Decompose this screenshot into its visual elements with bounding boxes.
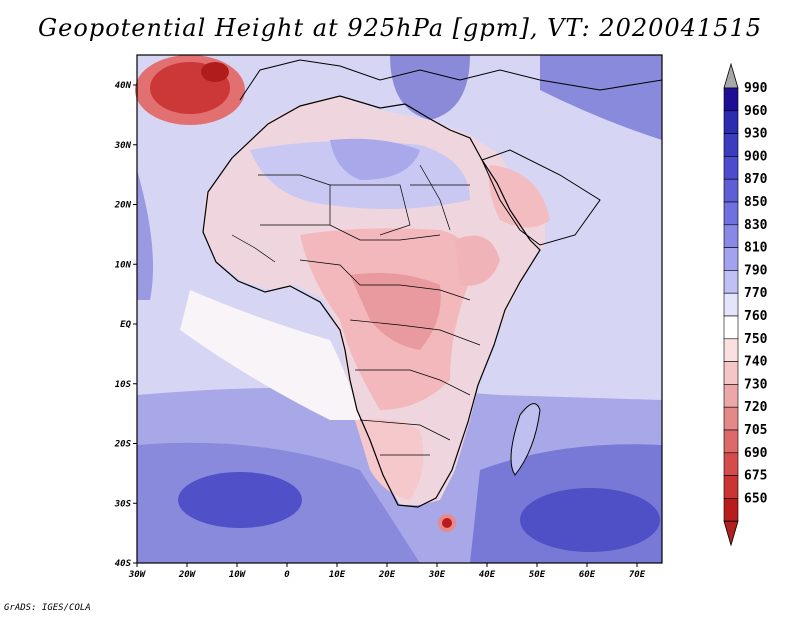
- colorbar-swatch: [723, 270, 739, 294]
- lat-tick-label: 20N: [114, 201, 132, 211]
- southern-africa-pink: [355, 418, 424, 500]
- colorbar-swatch: [723, 452, 739, 476]
- colorbar-swatch: [723, 247, 739, 271]
- madagascar: [510, 403, 541, 476]
- colorbar-level-label: 650: [744, 491, 768, 506]
- colorbar-level-label: 870: [744, 172, 768, 187]
- africa-coastline: [202, 95, 541, 508]
- lat-tick-label: 40N: [115, 81, 132, 91]
- colorbar-swatch: [723, 429, 739, 454]
- lon-tick-label: 40E: [479, 570, 496, 580]
- mediterranean-band: [390, 55, 470, 120]
- colorbar-swatch: [723, 201, 739, 226]
- colorbar-top-arrow: [723, 62, 739, 89]
- colorbar-swatch: [723, 406, 739, 431]
- lon-tick-label: 70E: [629, 570, 646, 580]
- map-frame: [136, 54, 663, 564]
- colorbar-level-label: 770: [744, 286, 768, 301]
- colorbar-swatch: [723, 224, 739, 248]
- atlantic-low-center: [178, 472, 302, 528]
- central-africa-core: [350, 272, 441, 350]
- colorbar-level-label: 760: [744, 309, 768, 324]
- colorbar-level-label: 810: [744, 241, 768, 256]
- lon-tick-label: 30E: [428, 570, 446, 580]
- longitude-axis: 30W 20W 10W 0 10E 20E 30E 40E 50E 60E 70E: [128, 563, 646, 580]
- lat-tick-label: 20S: [114, 440, 132, 450]
- lon-tick-label: 10E: [329, 570, 346, 580]
- sahara-blue-core: [330, 138, 420, 180]
- colorbar-swatch: [723, 178, 739, 203]
- nw-low-core: [201, 62, 229, 82]
- indian-low-center: [520, 488, 660, 552]
- colorbar-swatch: [723, 292, 739, 317]
- colorbar-level-label: 790: [744, 263, 768, 278]
- colorbar-level-label: 750: [744, 332, 768, 347]
- colorbar-level-label: 720: [744, 400, 768, 415]
- colorbar-level-label: 705: [744, 423, 767, 438]
- lon-tick-label: 50E: [529, 570, 546, 580]
- colorbar-swatch: [723, 361, 739, 385]
- lat-tick-label: 10N: [115, 260, 132, 270]
- south-low-core: [442, 518, 452, 528]
- colorbar-swatch: [723, 87, 739, 112]
- colorbar-level-label: 990: [744, 81, 768, 96]
- lon-tick-label: 60E: [579, 570, 596, 580]
- ocean-band-northeast: [540, 55, 662, 140]
- arabia-coastline: [481, 149, 601, 246]
- colorbar-level-label: 675: [744, 469, 767, 484]
- colorbar-swatch: [723, 315, 739, 340]
- colorbar-bottom-arrow: [723, 520, 739, 547]
- colorbar-level-label: 850: [744, 195, 768, 210]
- latitude-axis: 40N 30N 20N 10N EQ 10S 20S 30S 40S: [114, 81, 137, 569]
- colorbar-swatch: [723, 498, 739, 522]
- lon-tick-label: 10W: [229, 570, 247, 580]
- colorbar-level-label: 900: [744, 149, 768, 164]
- colorbar-level-label: 730: [744, 377, 768, 392]
- lat-tick-label: 10S: [115, 380, 132, 390]
- colorbar-swatch: [723, 133, 739, 157]
- lat-tick-label: 40S: [115, 559, 132, 569]
- colorbar-swatch: [723, 384, 739, 408]
- lat-tick-label: 30N: [114, 141, 132, 151]
- arabia-pink: [488, 165, 550, 228]
- lon-tick-label: 20E: [378, 570, 396, 580]
- lat-tick-label: EQ: [120, 320, 131, 330]
- map-panel: [135, 54, 663, 564]
- country-borders: [231, 164, 481, 456]
- lon-tick-label: 30W: [128, 570, 147, 580]
- colorbar-level-label: 830: [744, 218, 768, 233]
- colorbar-swatch: [723, 110, 739, 134]
- colorbar-level-label: 690: [744, 446, 768, 461]
- colorbar-level-label: 930: [744, 127, 768, 142]
- colorbar-level-label: 740: [744, 355, 768, 370]
- colorbar-swatch: [723, 475, 739, 499]
- west-coast-770-band: [180, 290, 360, 420]
- colorbar: 990 960 930 900 870 850 830 810 790 770 760 750 740 7…: [723, 62, 768, 547]
- colorbar-swatch: [723, 338, 739, 362]
- lon-tick-label: 20W: [178, 570, 197, 580]
- europe-coastline: [239, 59, 663, 101]
- ethiopia-pink: [455, 235, 500, 286]
- lon-tick-label: 0: [284, 570, 290, 580]
- ocean-band-west: [137, 170, 154, 300]
- grads-credit: GrADS: IGES/COLA: [4, 603, 91, 613]
- colorbar-swatch: [723, 156, 739, 180]
- colorbar-level-label: 960: [744, 104, 768, 119]
- lat-tick-label: 30S: [114, 499, 132, 509]
- map-title: Geopotential Height at 925hPa [gpm], VT:…: [38, 14, 762, 42]
